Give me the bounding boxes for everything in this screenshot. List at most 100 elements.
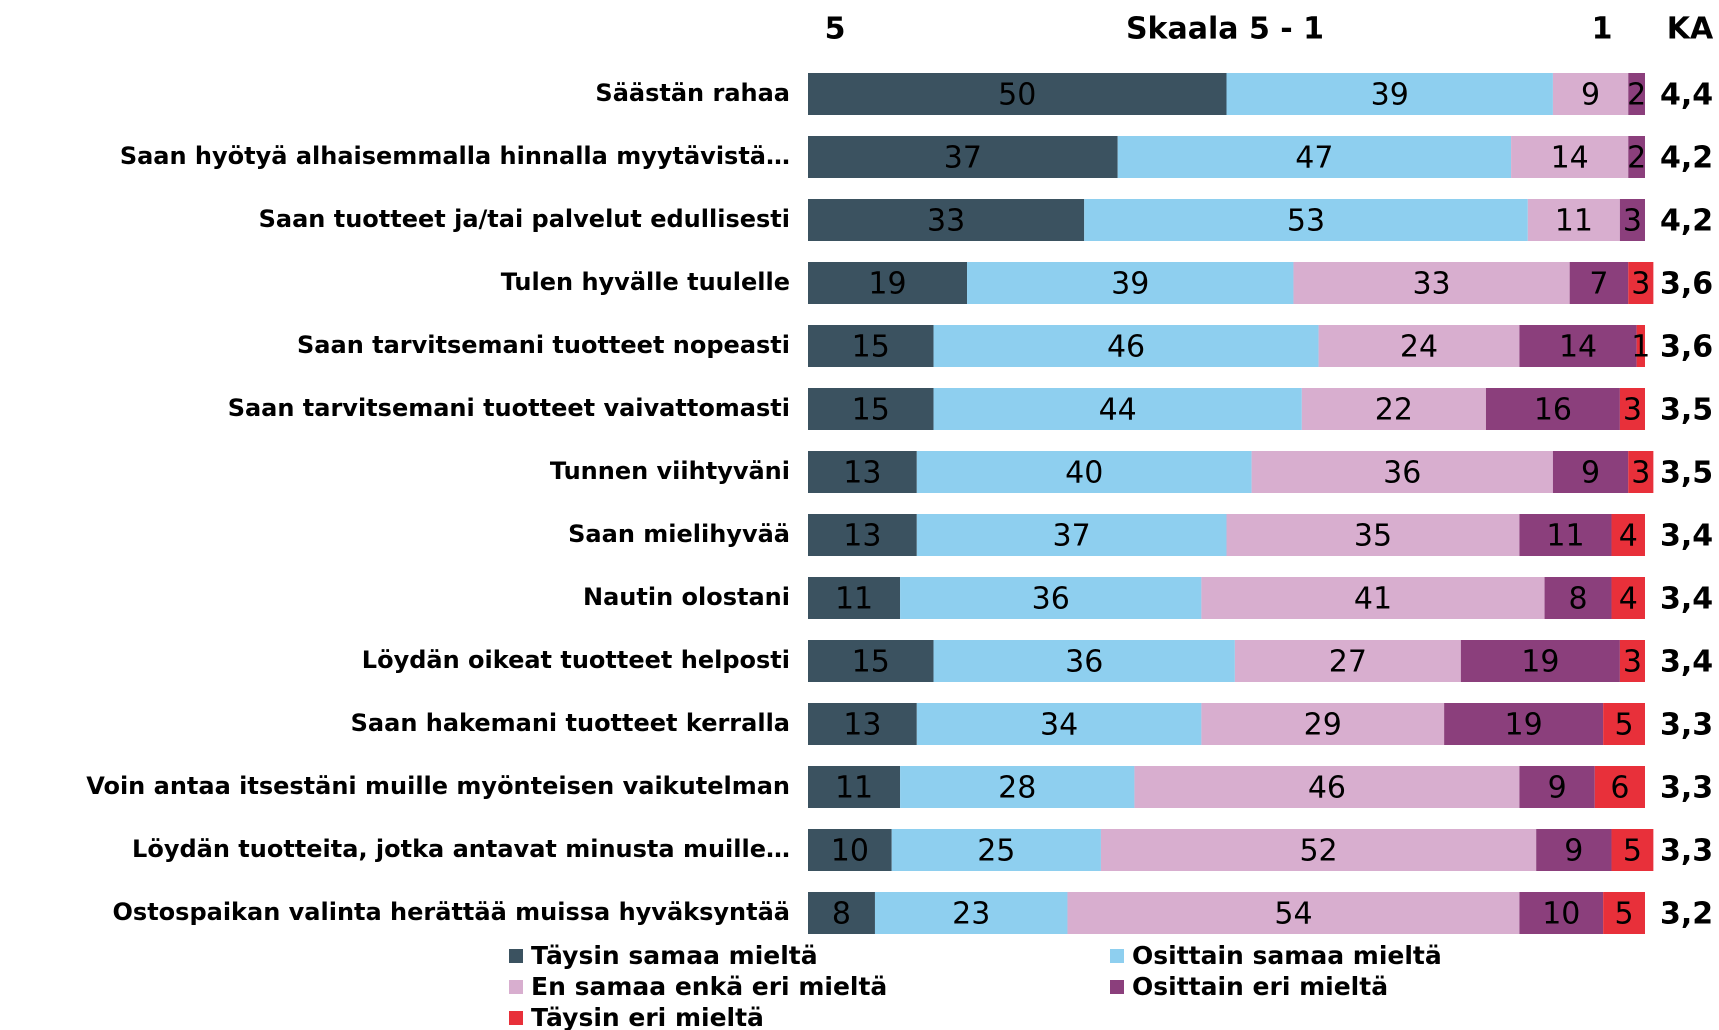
bar-segment bbox=[808, 514, 917, 556]
category-label: Tunnen viihtyväni bbox=[550, 457, 790, 485]
bar-segment bbox=[1511, 136, 1629, 178]
bar-segment bbox=[1527, 199, 1620, 241]
bar-segment bbox=[1603, 703, 1645, 745]
bar-segment bbox=[916, 451, 1252, 493]
value-label: 3 bbox=[1623, 393, 1642, 428]
bar-segment bbox=[1519, 892, 1604, 934]
value-label: 19 bbox=[1505, 708, 1543, 743]
bar-segment bbox=[874, 892, 1068, 934]
value-label: 3 bbox=[1623, 645, 1642, 680]
header-right: 1 bbox=[1592, 12, 1613, 47]
category-label: Saan tarvitsemani tuotteet nopeasti bbox=[297, 331, 790, 359]
value-label: 13 bbox=[843, 456, 881, 491]
bar-segment bbox=[808, 577, 901, 619]
legend-label: Osittain samaa mieltä bbox=[1132, 941, 1442, 970]
average-label: 3,3 bbox=[1660, 708, 1713, 743]
value-label: 50 bbox=[998, 78, 1036, 113]
value-label: 1 bbox=[1631, 330, 1650, 365]
bar-segment bbox=[1552, 73, 1629, 115]
value-label: 52 bbox=[1299, 834, 1337, 869]
value-label: 36 bbox=[1383, 456, 1421, 491]
value-label: 15 bbox=[852, 330, 890, 365]
bar-segment bbox=[933, 388, 1302, 430]
category-label: Nautin olostani bbox=[583, 583, 790, 611]
value-label: 10 bbox=[1542, 897, 1580, 932]
category-label: Löydän tuotteita, jotka antavat minusta … bbox=[132, 835, 790, 863]
value-label: 9 bbox=[1581, 456, 1600, 491]
category-label: Säästän rahaa bbox=[595, 79, 790, 107]
bar-segment bbox=[1134, 766, 1520, 808]
bar-segment bbox=[1519, 766, 1595, 808]
value-label: 13 bbox=[843, 708, 881, 743]
value-label: 5 bbox=[1615, 708, 1634, 743]
bar-segment bbox=[808, 388, 934, 430]
value-label: 46 bbox=[1308, 771, 1346, 806]
value-label: 41 bbox=[1354, 582, 1392, 617]
bar-segment bbox=[1619, 640, 1645, 682]
value-label: 23 bbox=[952, 897, 990, 932]
bar-segment bbox=[1536, 829, 1612, 871]
value-label: 11 bbox=[1546, 519, 1584, 554]
legend-swatch bbox=[509, 980, 523, 994]
bar-segment bbox=[808, 892, 875, 934]
bar-segment bbox=[1234, 640, 1461, 682]
value-label: 4 bbox=[1619, 519, 1638, 554]
bar-segment bbox=[1628, 136, 1645, 178]
value-label: 2 bbox=[1627, 141, 1646, 176]
bar-segment bbox=[900, 766, 1135, 808]
bar-segment bbox=[1201, 703, 1445, 745]
bar-segment bbox=[1619, 199, 1645, 241]
value-label: 8 bbox=[832, 897, 851, 932]
bar-segment bbox=[1603, 892, 1645, 934]
bar-segment bbox=[916, 703, 1202, 745]
legend-label: Täysin samaa mieltä bbox=[531, 941, 818, 970]
bar-segment bbox=[1611, 829, 1654, 871]
bar-segment bbox=[1293, 262, 1570, 304]
category-label: Saan hakemani tuotteet kerralla bbox=[351, 709, 790, 737]
value-label: 33 bbox=[1412, 267, 1450, 302]
value-label: 14 bbox=[1551, 141, 1589, 176]
value-label: 37 bbox=[944, 141, 982, 176]
bar-segment bbox=[1117, 136, 1512, 178]
category-label: Saan tarvitsemani tuotteet vaivattomasti bbox=[228, 394, 790, 422]
average-label: 3,4 bbox=[1660, 582, 1713, 617]
bar-segment bbox=[933, 640, 1235, 682]
value-label: 19 bbox=[868, 267, 906, 302]
average-label: 3,4 bbox=[1660, 645, 1713, 680]
value-label: 34 bbox=[1040, 708, 1078, 743]
header-left: 5 bbox=[825, 12, 846, 47]
bar-segment bbox=[1226, 73, 1553, 115]
value-label: 9 bbox=[1548, 771, 1567, 806]
bar-segment bbox=[1485, 388, 1620, 430]
value-label: 8 bbox=[1568, 582, 1587, 617]
bar-segment bbox=[1460, 640, 1620, 682]
value-label: 39 bbox=[1111, 267, 1149, 302]
value-label: 47 bbox=[1295, 141, 1333, 176]
value-label: 53 bbox=[1287, 204, 1325, 239]
value-label: 15 bbox=[852, 393, 890, 428]
value-label: 3 bbox=[1631, 267, 1650, 302]
legend-swatch bbox=[1110, 980, 1124, 994]
average-label: 4,2 bbox=[1660, 204, 1713, 239]
category-label: Voin antaa itsestäni muille myönteisen v… bbox=[86, 772, 790, 800]
average-label: 3,3 bbox=[1660, 771, 1713, 806]
value-label: 9 bbox=[1564, 834, 1583, 869]
value-label: 24 bbox=[1400, 330, 1438, 365]
bar-segment bbox=[1619, 388, 1645, 430]
average-label: 3,6 bbox=[1660, 330, 1713, 365]
bar-segment bbox=[1226, 514, 1520, 556]
bar-segment bbox=[1569, 262, 1629, 304]
legend-label: En samaa enkä eri mieltä bbox=[531, 972, 887, 1001]
value-label: 37 bbox=[1053, 519, 1091, 554]
value-label: 13 bbox=[843, 519, 881, 554]
value-label: 11 bbox=[835, 582, 873, 617]
category-label: Löydän oikeat tuotteet helposti bbox=[362, 646, 790, 674]
legend-swatch bbox=[509, 949, 523, 963]
value-label: 6 bbox=[1610, 771, 1629, 806]
value-label: 2 bbox=[1627, 78, 1646, 113]
value-label: 27 bbox=[1329, 645, 1367, 680]
bar-segment bbox=[1301, 388, 1486, 430]
bar-segment bbox=[1067, 892, 1520, 934]
value-label: 28 bbox=[998, 771, 1036, 806]
bar-segment bbox=[1611, 514, 1645, 556]
